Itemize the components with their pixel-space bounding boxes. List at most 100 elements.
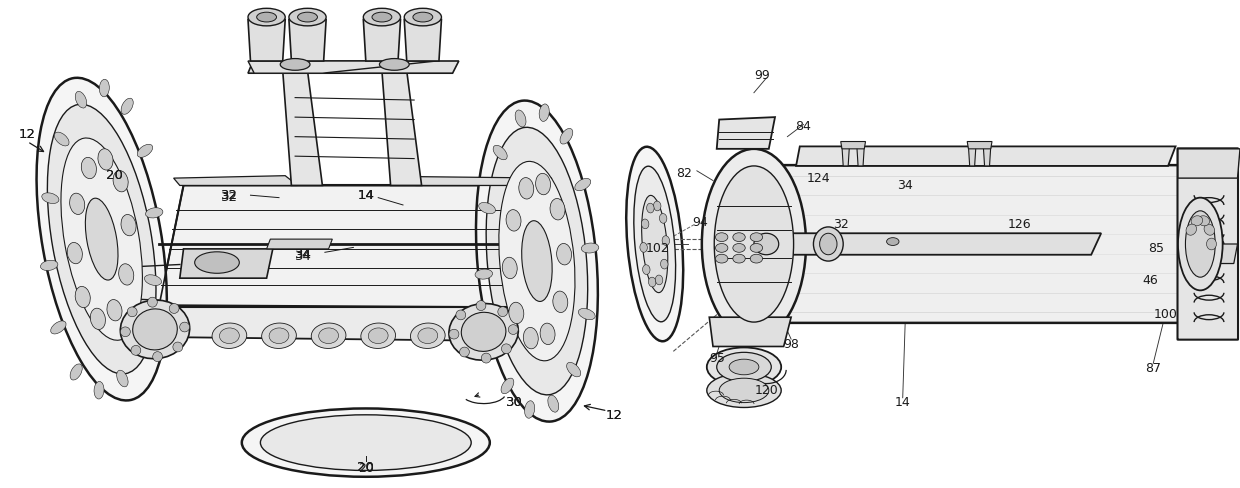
Text: 34: 34 [295,248,312,261]
Text: 99: 99 [755,69,770,82]
Ellipse shape [656,275,663,285]
Ellipse shape [41,260,58,270]
Text: 30: 30 [506,396,523,409]
Text: 87: 87 [1146,362,1161,375]
Ellipse shape [476,301,486,310]
Polygon shape [248,61,436,73]
Ellipse shape [311,323,346,348]
Text: 32: 32 [833,218,848,231]
Ellipse shape [144,275,161,285]
Ellipse shape [418,328,438,344]
Ellipse shape [498,162,575,361]
Ellipse shape [484,331,498,344]
Ellipse shape [122,215,136,236]
Text: 12: 12 [19,128,36,141]
Text: 94: 94 [693,216,708,228]
Text: 126: 126 [1007,218,1032,231]
Ellipse shape [733,254,745,263]
Ellipse shape [646,203,653,213]
Ellipse shape [715,233,728,242]
Ellipse shape [133,309,177,350]
Ellipse shape [733,233,745,242]
Ellipse shape [153,352,162,362]
Ellipse shape [486,127,588,395]
Ellipse shape [1207,238,1216,250]
Ellipse shape [560,128,573,144]
Ellipse shape [1183,264,1198,273]
Ellipse shape [539,104,549,122]
Ellipse shape [410,323,445,348]
Polygon shape [267,239,332,249]
Polygon shape [174,176,298,185]
Polygon shape [841,142,866,149]
Ellipse shape [36,78,167,401]
Ellipse shape [242,408,490,477]
Text: 14: 14 [357,189,374,202]
Ellipse shape [1178,198,1223,290]
Ellipse shape [475,269,492,279]
Polygon shape [967,142,992,149]
Text: 20: 20 [105,169,123,182]
Ellipse shape [494,145,507,160]
Ellipse shape [61,138,143,340]
Ellipse shape [642,265,650,274]
Ellipse shape [750,233,763,242]
Ellipse shape [641,219,649,229]
Text: 14: 14 [357,189,374,202]
Ellipse shape [372,12,392,22]
Ellipse shape [1185,224,1197,235]
Ellipse shape [887,238,899,245]
Ellipse shape [702,149,806,339]
Polygon shape [363,20,401,61]
FancyBboxPatch shape [780,165,1192,323]
Polygon shape [404,20,441,61]
Polygon shape [415,177,552,185]
Ellipse shape [91,308,105,329]
Ellipse shape [248,8,285,26]
FancyBboxPatch shape [1178,148,1238,340]
Ellipse shape [94,382,104,399]
Ellipse shape [719,378,769,403]
Ellipse shape [128,307,138,317]
Ellipse shape [113,170,128,192]
Ellipse shape [536,173,551,195]
Ellipse shape [107,300,122,321]
Ellipse shape [212,323,247,348]
Text: 95: 95 [709,352,724,365]
Ellipse shape [553,291,568,312]
Ellipse shape [42,193,60,203]
Ellipse shape [138,144,153,157]
Polygon shape [248,61,459,73]
Text: 82: 82 [677,167,692,180]
Ellipse shape [449,329,459,339]
Text: 12: 12 [605,409,622,422]
Ellipse shape [551,199,565,220]
Ellipse shape [195,252,239,273]
Ellipse shape [567,363,580,377]
Polygon shape [134,305,564,342]
Ellipse shape [754,233,779,255]
Text: 14: 14 [895,396,910,409]
Ellipse shape [289,8,326,26]
Ellipse shape [76,286,91,308]
Ellipse shape [541,323,556,345]
Ellipse shape [119,264,134,285]
Ellipse shape [55,132,69,146]
Polygon shape [717,117,775,149]
Polygon shape [248,20,285,61]
Ellipse shape [257,12,277,22]
Text: 20: 20 [105,169,123,182]
Ellipse shape [750,254,763,263]
Ellipse shape [461,312,506,351]
Text: 85: 85 [1148,243,1163,255]
Ellipse shape [476,101,598,422]
Ellipse shape [649,277,656,287]
Ellipse shape [262,323,296,348]
Ellipse shape [69,193,84,214]
Ellipse shape [71,364,82,380]
Ellipse shape [67,243,82,264]
Text: 20: 20 [358,462,373,475]
Polygon shape [289,20,326,61]
Text: 20: 20 [357,461,374,473]
Text: 32: 32 [221,189,238,202]
